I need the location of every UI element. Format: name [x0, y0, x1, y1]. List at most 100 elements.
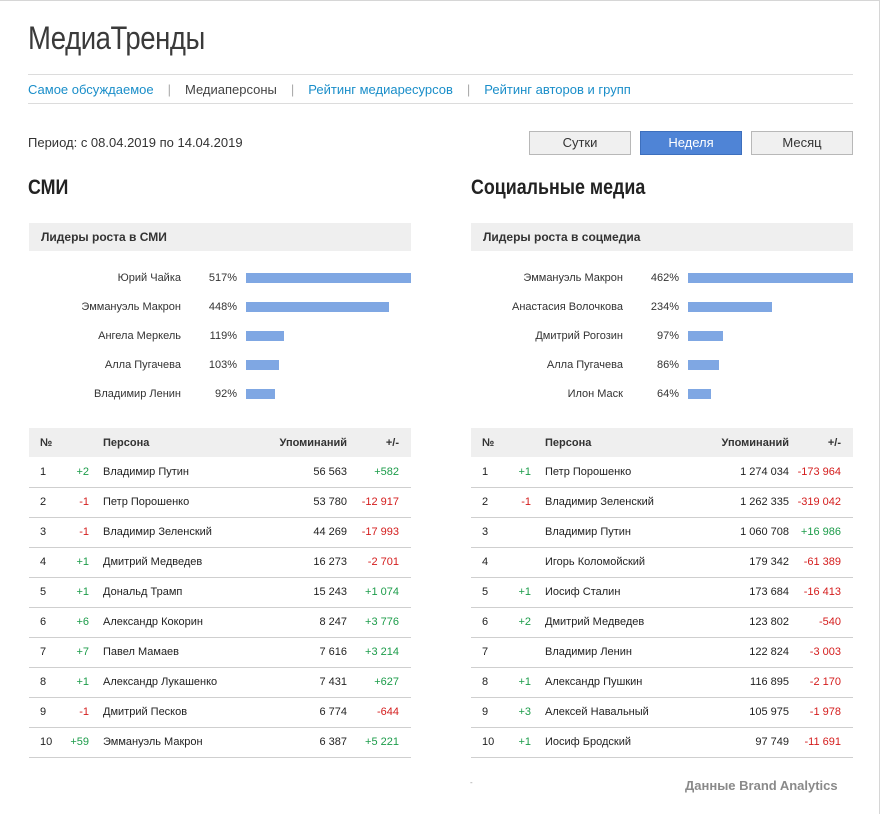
person-name[interactable]: Дмитрий Медведев — [103, 547, 273, 578]
rank-change: +1 — [65, 577, 103, 608]
col-diff: +/- — [789, 428, 853, 457]
growth-bar — [246, 302, 389, 312]
person-name[interactable]: Дональд Трамп — [103, 577, 273, 608]
person-name[interactable]: Петр Порошенко — [545, 457, 715, 488]
person-name[interactable]: Владимир Ленин — [545, 637, 715, 668]
mentions-diff: -540 — [789, 607, 853, 638]
mentions-count: 1 274 034 — [715, 457, 789, 488]
person-name[interactable]: Петр Порошенко — [103, 487, 273, 518]
table-row: 10 +59 Эммануэль Макрон 6 387 +5 221 — [29, 727, 411, 758]
mentions-count: 1 060 708 — [715, 517, 789, 548]
person-name[interactable]: Владимир Зеленский — [103, 517, 273, 548]
table-row: 8 +1 Александр Пушкин 116 895 -2 170 — [471, 667, 853, 698]
person-name[interactable]: Павел Мамаев — [103, 637, 273, 668]
rank-number: 6 — [29, 607, 65, 638]
growth-percent: 97% — [656, 330, 679, 342]
mentions-count: 15 243 — [273, 577, 347, 608]
growth-percent: 64% — [656, 388, 679, 400]
rank-number: 5 — [471, 577, 507, 608]
mentions-diff: -1 978 — [789, 697, 853, 728]
growth-bar — [688, 360, 719, 370]
month-button[interactable]: Месяц — [751, 131, 853, 155]
rank-number: 2 — [29, 487, 65, 518]
mentions-diff: +16 986 — [789, 517, 853, 548]
growth-person-name[interactable]: Алла Пугачева — [546, 359, 623, 371]
mentions-diff: -11 691 — [789, 727, 853, 758]
social-section-title: Социальные медиа — [471, 176, 646, 199]
nav-separator: | — [167, 81, 171, 97]
smi-ranking-table: № Персона Упоминаний +/- 1 +2 Владимир Пут… — [29, 428, 411, 758]
mentions-count: 6 387 — [273, 727, 347, 758]
table-row: 1 +1 Петр Порошенко 1 274 034 -173 964 — [471, 457, 853, 488]
rank-change: -1 — [65, 517, 103, 548]
person-name[interactable]: Иосиф Сталин — [545, 577, 715, 608]
person-name[interactable]: Дмитрий Песков — [103, 697, 273, 728]
person-name[interactable]: Александр Пушкин — [545, 667, 715, 698]
table-row: 6 +2 Дмитрий Медведев 123 802 -540 — [471, 607, 853, 638]
growth-percent: 234% — [650, 301, 679, 313]
mentions-diff: -173 964 — [789, 457, 853, 488]
mentions-count: 56 563 — [273, 457, 347, 488]
person-name[interactable]: Иосиф Бродский — [545, 727, 715, 758]
mentions-count: 16 273 — [273, 547, 347, 578]
week-button[interactable]: Неделя — [640, 131, 742, 155]
person-name[interactable]: Владимир Путин — [103, 457, 273, 488]
social-table-body: 1 +1 Петр Порошенко 1 274 034 -173 964 2 -1 Вла… — [471, 457, 853, 758]
growth-person-name[interactable]: Илон Маск — [567, 388, 623, 400]
rank-change: +1 — [507, 457, 545, 488]
person-name[interactable]: Дмитрий Медведев — [545, 607, 715, 638]
growth-person-name[interactable]: Анастасия Волочкова — [512, 301, 623, 313]
rank-number: 3 — [471, 517, 507, 548]
growth-person-name[interactable]: Юрий Чайка — [117, 272, 181, 284]
growth-person-name[interactable]: Эммануэль Макрон — [81, 301, 181, 313]
day-button[interactable]: Сутки — [529, 131, 631, 155]
growth-person-name[interactable]: Эммануэль Макрон — [523, 272, 623, 284]
rank-change: +1 — [65, 667, 103, 698]
rank-number: 1 — [471, 457, 507, 488]
col-person: Персона — [103, 428, 273, 457]
mentions-diff: +5 221 — [347, 727, 411, 758]
table-header-row: № Персона Упоминаний +/- — [29, 428, 411, 457]
growth-bar — [688, 389, 711, 399]
growth-row: Алла Пугачева 86% — [471, 352, 853, 381]
growth-percent: 448% — [208, 301, 237, 313]
growth-percent: 462% — [650, 272, 679, 284]
nav-item-media-resources-rating[interactable]: Рейтинг медиаресурсов — [308, 81, 453, 97]
growth-person-name[interactable]: Алла Пугачева — [104, 359, 181, 371]
person-name[interactable]: Игорь Коломойский — [545, 547, 715, 578]
person-name[interactable]: Алексей Навальный — [545, 697, 715, 728]
rank-number: 4 — [29, 547, 65, 578]
person-name[interactable]: Александр Кокорин — [103, 607, 273, 638]
rank-change: +59 — [65, 727, 103, 758]
mentions-count: 123 802 — [715, 607, 789, 638]
nav-item-media-persons[interactable]: Медиаперсоны — [184, 81, 277, 97]
growth-bar — [246, 273, 411, 283]
person-name[interactable]: Владимир Путин — [545, 517, 715, 548]
growth-person-name[interactable]: Ангела Меркель — [98, 330, 181, 342]
mentions-diff: +582 — [347, 457, 411, 488]
social-ranking-table: № Персона Упоминаний +/- 1 +1 Петр Порошен… — [471, 428, 853, 758]
growth-row: Алла Пугачева 103% — [29, 352, 411, 381]
smi-table-body: 1 +2 Владимир Путин 56 563 +582 2 -1 Петр Порош… — [29, 457, 411, 758]
col-mentions: Упоминаний — [715, 428, 789, 457]
rank-number: 6 — [471, 607, 507, 638]
growth-person-name[interactable]: Владимир Ленин — [94, 388, 181, 400]
growth-bar — [246, 331, 284, 341]
nav-item-authors-groups-rating[interactable]: Рейтинг авторов и групп — [484, 81, 631, 97]
mentions-diff: +3 776 — [347, 607, 411, 638]
mentions-diff: +3 214 — [347, 637, 411, 668]
mentions-count: 105 975 — [715, 697, 789, 728]
nav-item-most-discussed[interactable]: Самое обсуждаемое — [28, 81, 154, 97]
person-name[interactable]: Эммануэль Макрон — [103, 727, 273, 758]
mentions-diff: -319 042 — [789, 487, 853, 518]
person-name[interactable]: Александр Лукашенко — [103, 667, 273, 698]
rank-number: 9 — [471, 697, 507, 728]
smi-growth-title: Лидеры роста в СМИ — [29, 223, 411, 251]
rank-change — [507, 547, 545, 578]
rank-number: 3 — [29, 517, 65, 548]
rank-change: +1 — [65, 547, 103, 578]
person-name[interactable]: Владимир Зеленский — [545, 487, 715, 518]
rank-number: 10 — [471, 727, 507, 758]
growth-person-name[interactable]: Дмитрий Рогозин — [535, 330, 623, 342]
table-row: 7 +7 Павел Мамаев 7 616 +3 214 — [29, 637, 411, 668]
